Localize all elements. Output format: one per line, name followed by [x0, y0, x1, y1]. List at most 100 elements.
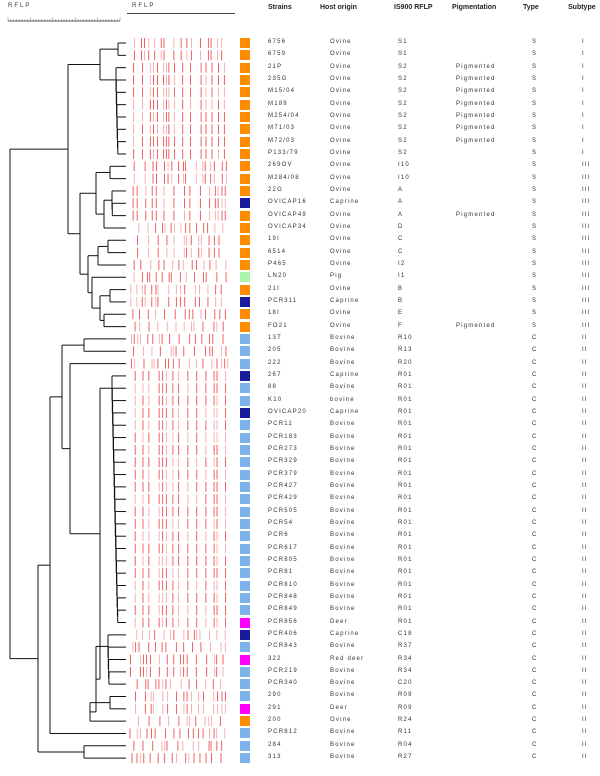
table-row: PCR183 Bovine R01 C II: [0, 432, 600, 444]
type: S: [532, 174, 538, 181]
is900-rflp: R34: [398, 667, 413, 674]
type: C: [532, 519, 538, 526]
host-origin: Bovine: [330, 482, 356, 489]
subtype: I: [582, 51, 585, 58]
type: S: [532, 149, 538, 156]
host-color-swatch: [240, 543, 250, 554]
strain-name: PCR805: [268, 556, 298, 563]
type: C: [532, 667, 538, 674]
type: C: [532, 606, 538, 613]
type: C: [532, 532, 538, 539]
table-row: PCR311 Caprine B S III: [0, 296, 600, 308]
type: C: [532, 408, 538, 415]
is900-rflp: I2: [398, 260, 406, 267]
host-origin: Ovine: [330, 260, 352, 267]
table-row: 13T Bovine R10 C II: [0, 333, 600, 345]
strain-name: PCR429: [268, 495, 298, 502]
subtype: III: [582, 186, 591, 193]
is900-rflp: R24: [398, 717, 413, 724]
host-origin: Ovine: [330, 310, 352, 317]
type: C: [532, 507, 538, 514]
host-origin: Bovine: [330, 445, 356, 452]
dendrogram: [7, 17, 229, 764]
host-origin: Ovine: [330, 285, 352, 292]
strain-name: PCR340: [268, 680, 298, 687]
is900-rflp: R01: [398, 593, 413, 600]
host-color-swatch: [240, 469, 250, 480]
host-color-swatch: [240, 605, 250, 616]
strain-name: PCR843: [268, 643, 298, 650]
host-color-swatch: [240, 629, 250, 640]
subtype: II: [582, 618, 588, 625]
subtype: II: [582, 692, 588, 699]
type: S: [532, 285, 538, 292]
host-origin: Bovine: [330, 458, 356, 465]
subtype: II: [582, 458, 588, 465]
type: C: [532, 618, 538, 625]
type: S: [532, 236, 538, 243]
type: S: [532, 211, 538, 218]
is900-rflp: S2: [398, 112, 408, 119]
type: C: [532, 359, 538, 366]
host-color-swatch: [240, 124, 250, 135]
header-pigmentation: Pigmentation: [452, 4, 497, 11]
strain-name: PCR273: [268, 445, 298, 452]
is900-rflp: R10: [398, 334, 413, 341]
strain-name: 6756: [268, 39, 287, 45]
table-row: PCR856 Deer R01 C II: [0, 617, 600, 629]
strain-name: 88: [268, 384, 278, 391]
host-color-swatch: [240, 555, 250, 566]
strain-name: OVICAP34: [268, 223, 307, 230]
host-origin: Bovine: [330, 495, 356, 502]
is900-rflp: C: [398, 248, 404, 255]
header-host: Host origin: [320, 4, 357, 11]
table-row: OVICAP20 Caprine R01 C II: [0, 407, 600, 419]
is900-rflp: R01: [398, 544, 413, 551]
pigmentation: Pigmented: [456, 63, 496, 70]
table-row: 19I Ovine C S III: [0, 234, 600, 246]
subtype: III: [582, 285, 591, 292]
strain-name: 18I: [268, 310, 280, 317]
host-color-swatch: [240, 716, 250, 727]
table-row: M71/03 Ovine S2 Pigmented S I: [0, 123, 600, 135]
host-color-swatch: [240, 272, 250, 283]
type: C: [532, 729, 538, 736]
table-row: 88 Bovine R01 C II: [0, 382, 600, 394]
host-color-swatch: [240, 358, 250, 369]
type: C: [532, 581, 538, 588]
host-color-swatch: [240, 235, 250, 246]
strain-name: 13T: [268, 334, 282, 341]
host-color-swatch: [240, 568, 250, 579]
is900-rflp: R34: [398, 655, 413, 662]
host-color-swatch: [240, 136, 250, 147]
host-color-swatch: [240, 494, 250, 505]
strain-name: 284: [268, 741, 282, 748]
is900-rflp: A: [398, 211, 404, 218]
type: C: [532, 704, 538, 711]
table-row: FO21 Ovine F Pigmented S III: [0, 321, 600, 333]
host-color-swatch: [240, 703, 250, 714]
type: S: [532, 88, 538, 95]
strain-name: PCR311: [268, 297, 298, 304]
host-origin: Bovine: [330, 692, 356, 699]
is900-rflp: S2: [398, 149, 408, 156]
subtype: II: [582, 717, 588, 724]
table-row: PCR406 Caprine C18 C II: [0, 629, 600, 641]
subtype: II: [582, 495, 588, 502]
subtype: II: [582, 408, 588, 415]
is900-rflp: R01: [398, 507, 413, 514]
subtype: III: [582, 211, 591, 218]
host-origin: Bovine: [330, 519, 356, 526]
host-origin: Bovine: [330, 556, 356, 563]
host-color-swatch: [240, 99, 250, 110]
subtype: II: [582, 754, 588, 761]
host-origin: Bovine: [330, 729, 356, 736]
host-origin: Bovine: [330, 507, 356, 514]
is900-rflp: S2: [398, 75, 408, 82]
rflp-bands-label: RFLP: [132, 3, 156, 9]
is900-rflp: R01: [398, 569, 413, 576]
host-color-swatch: [240, 617, 250, 628]
table-row: PCR810 Bovine R01 C II: [0, 580, 600, 592]
type: C: [532, 396, 538, 403]
host-color-swatch: [240, 210, 250, 221]
